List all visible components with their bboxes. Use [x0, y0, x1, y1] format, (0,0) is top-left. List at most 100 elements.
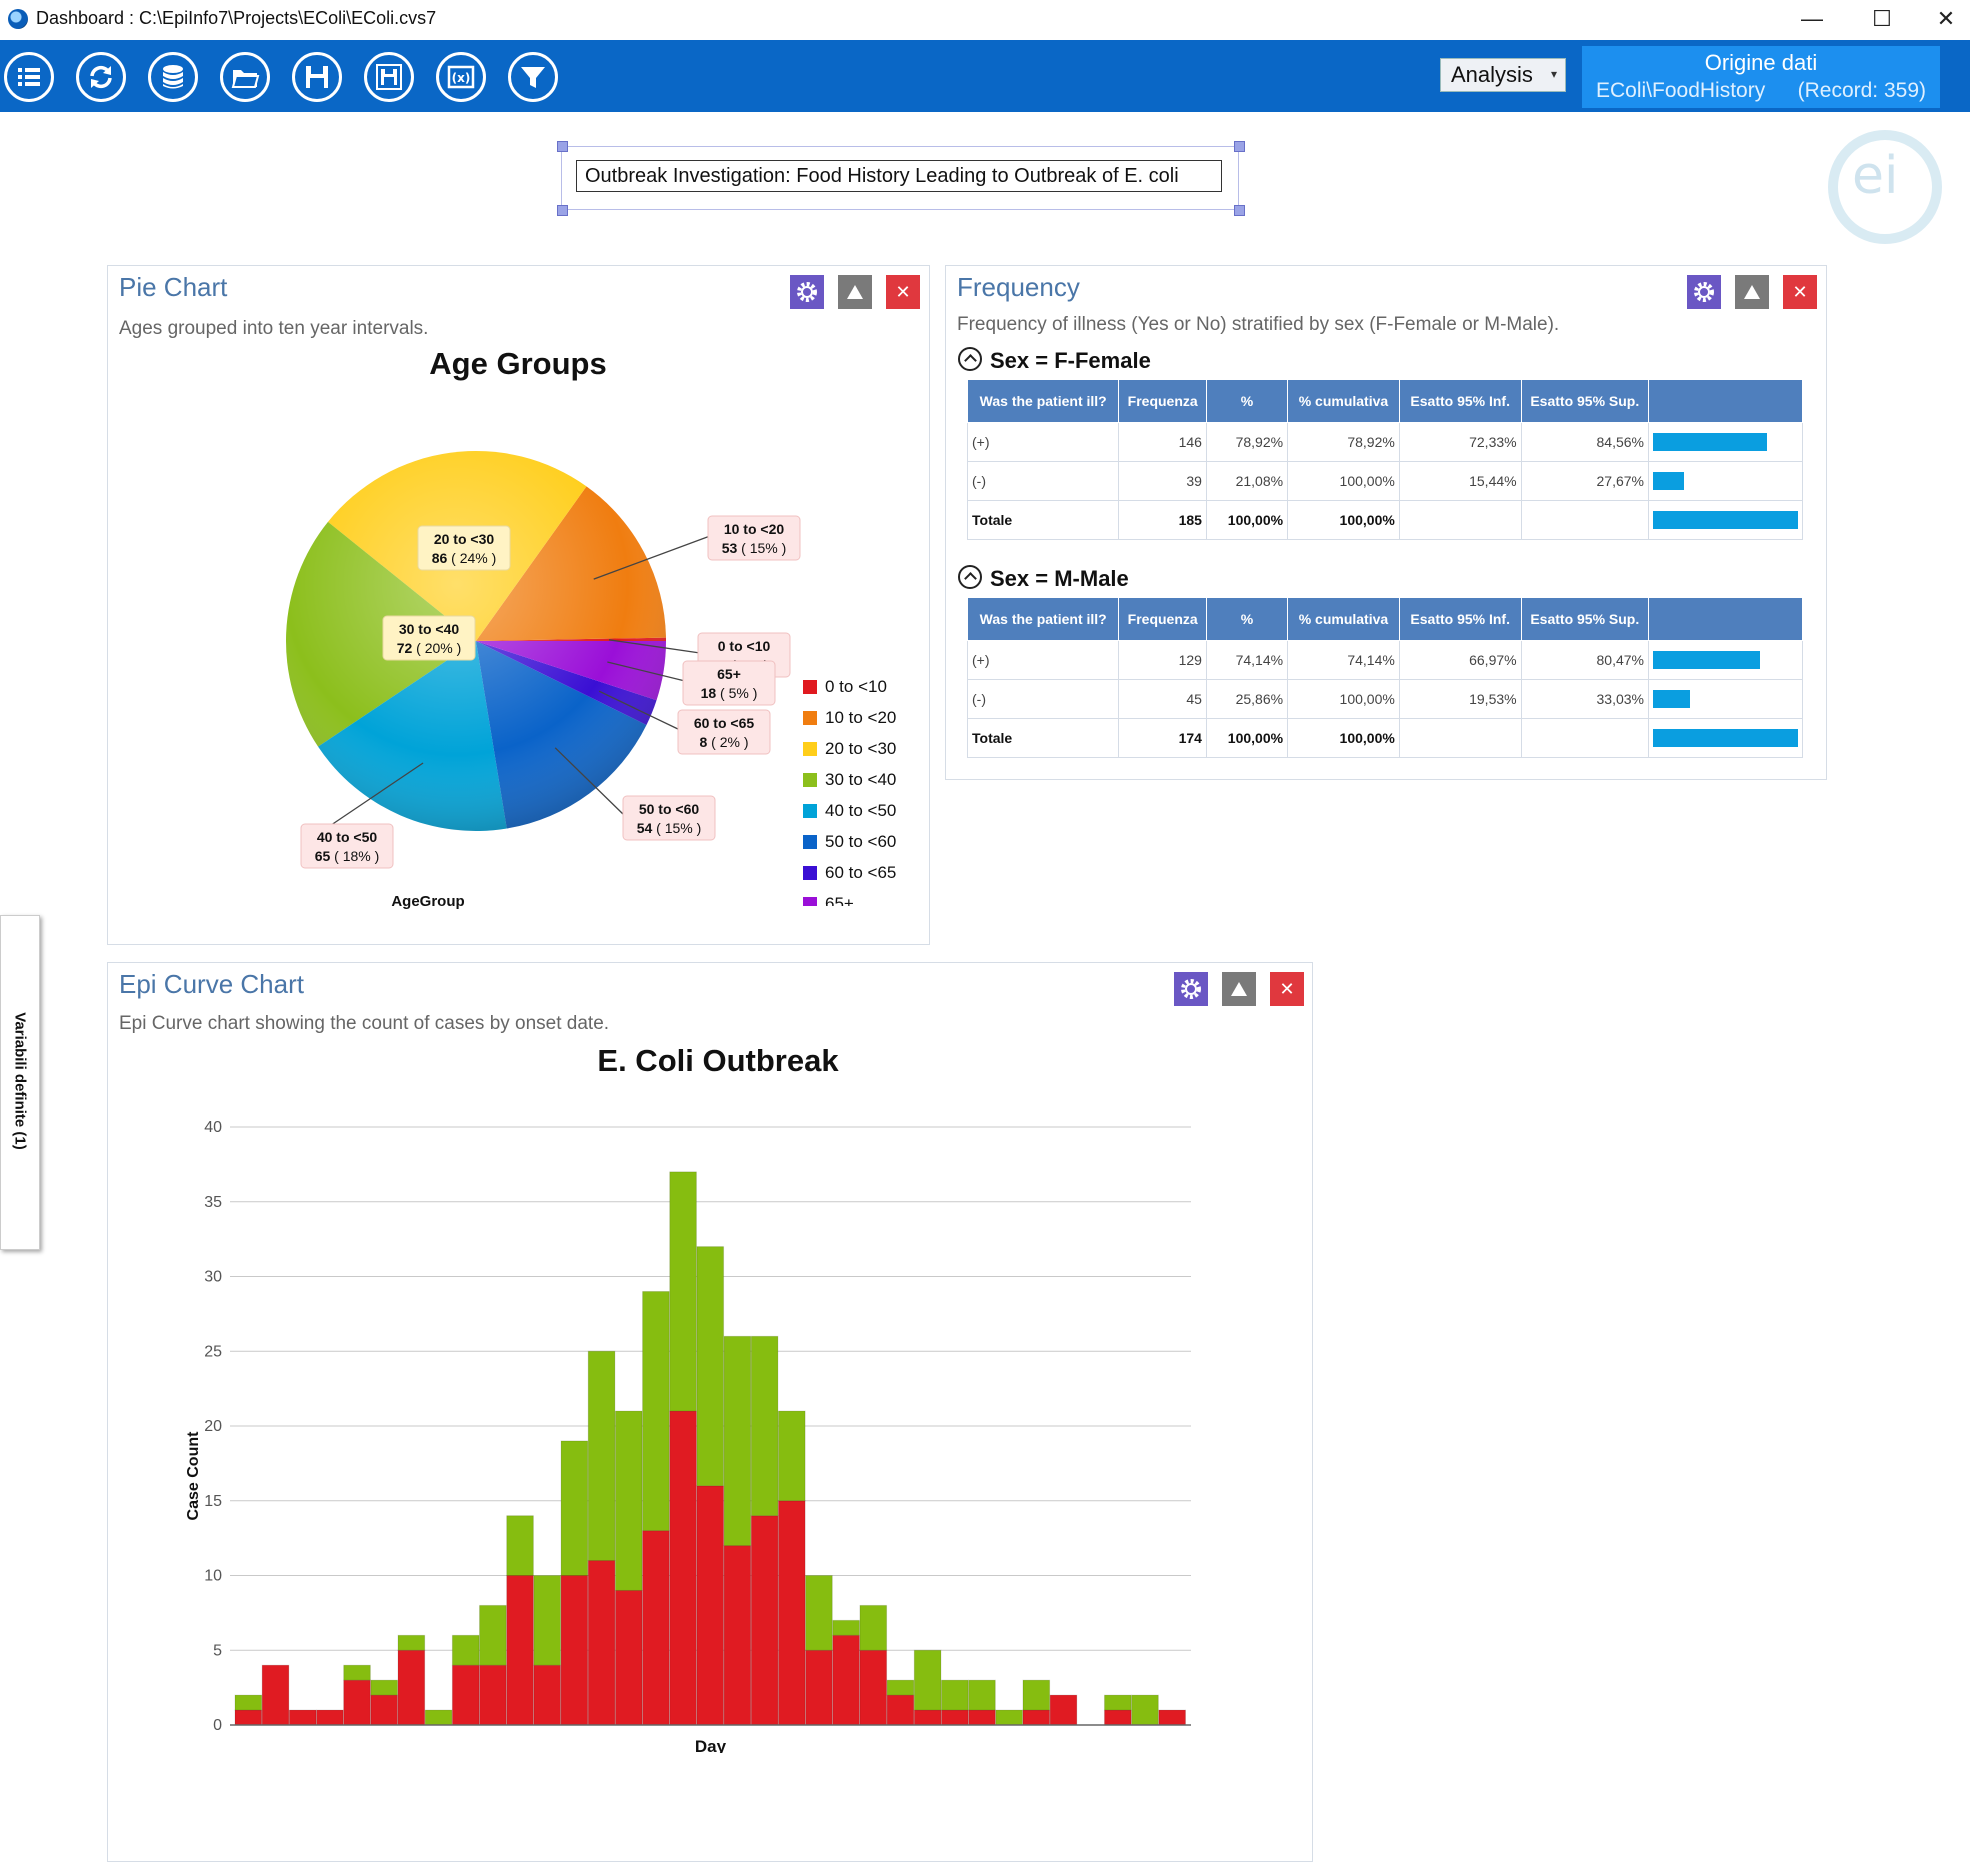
epi-bar [696, 1246, 725, 1487]
close-icon[interactable]: ✕ [886, 275, 920, 309]
maximize-button[interactable]: ☐ [1872, 6, 1892, 31]
epi-bar [343, 1664, 371, 1681]
collapse-icon[interactable] [1222, 972, 1256, 1006]
cell: 21,08% [1205, 461, 1289, 501]
filter-icon[interactable] [508, 52, 558, 102]
epi-bar [1022, 1709, 1051, 1726]
percent-bar [1652, 690, 1691, 708]
legend-label: 40 to <50 [825, 801, 896, 820]
pie-slice-label: 20 to <30 [434, 531, 495, 547]
legend-swatch [803, 742, 817, 756]
pie-label-box [677, 709, 771, 755]
gear-icon[interactable] [1687, 275, 1721, 309]
mode-select-value: Analysis [1451, 62, 1533, 87]
epi-bar [669, 1171, 697, 1412]
epi-bar [397, 1649, 426, 1726]
refresh-icon[interactable] [76, 52, 126, 102]
cell: 80,47% [1520, 640, 1649, 680]
epi-bar [1103, 1709, 1132, 1726]
dashboard-title-input[interactable]: Outbreak Investigation: Food History Lea… [576, 160, 1222, 192]
save-as-icon[interactable] [364, 52, 414, 102]
gear-icon[interactable] [790, 275, 824, 309]
column-header: Was the patient ill? [966, 597, 1120, 641]
legend-swatch [803, 835, 817, 849]
legend-label: 60 to <65 [825, 863, 896, 882]
minimize-button[interactable]: — [1801, 6, 1823, 31]
close-icon[interactable]: ✕ [1783, 275, 1817, 309]
resize-handle[interactable] [1234, 205, 1245, 216]
gadget-title: Epi Curve Chart [119, 969, 304, 999]
epi-bar [1158, 1709, 1187, 1726]
epi-bar [1022, 1679, 1051, 1711]
epi-bar [397, 1634, 426, 1651]
save-icon[interactable] [292, 52, 342, 102]
cell: 100,00% [1287, 461, 1400, 501]
legend-label: 50 to <60 [825, 832, 896, 851]
gadget-title: Frequency [957, 272, 1080, 302]
column-header: Esatto 95% Inf. [1398, 597, 1522, 641]
epi-bar [614, 1589, 643, 1726]
table-row: (+) 146 78,92% 78,92% 72,33% 84,56% [966, 422, 1804, 462]
cell: 33,03% [1520, 679, 1649, 719]
collapse-circle-icon[interactable] [958, 565, 982, 589]
cell: 27,67% [1520, 461, 1649, 501]
database-icon[interactable] [148, 52, 198, 102]
stratum-header[interactable]: Sex = F-Female [958, 347, 1151, 374]
cell: 84,56% [1520, 422, 1649, 462]
cell: 45 [1118, 679, 1207, 719]
epi-bar [560, 1575, 589, 1726]
epi-bar [479, 1604, 507, 1666]
list-icon[interactable] [4, 52, 54, 102]
defined-variables-tab[interactable]: Variabili definite (1) [0, 915, 40, 1250]
epi-bar [316, 1709, 344, 1726]
percent-bar [1652, 729, 1798, 747]
x-axis-label: Day [695, 1737, 727, 1753]
logo-text: ei [1852, 146, 1899, 206]
variables-icon[interactable]: (x) [436, 52, 486, 102]
stratum-header[interactable]: Sex = M-Male [958, 565, 1129, 592]
column-header: Esatto 95% Inf. [1398, 379, 1522, 423]
epi-bar [913, 1649, 942, 1711]
datasource-panel[interactable]: Origine dati EColi\FoodHistory (Record: … [1582, 46, 1940, 108]
cell: 66,97% [1398, 640, 1522, 680]
close-window-button[interactable]: ✕ [1936, 6, 1956, 31]
collapse-icon[interactable] [1735, 275, 1769, 309]
cell: 19,53% [1398, 679, 1522, 719]
pie-slice-label: 30 to <40 [399, 621, 460, 637]
cell: 100,00% [1287, 718, 1400, 758]
gear-icon[interactable] [1174, 972, 1208, 1006]
epi-bar [451, 1664, 480, 1726]
cell: (-) [966, 679, 1120, 719]
legend-swatch [803, 711, 817, 725]
epi-bar [913, 1709, 942, 1726]
datasource-records: (Record: 359) [1797, 79, 1926, 102]
folder-icon[interactable] [220, 52, 270, 102]
pie-label-connector [554, 747, 626, 817]
pie-slice-label: 50 to <60 [639, 801, 700, 817]
cell: 174 [1118, 718, 1207, 758]
table-row: (-) 39 21,08% 100,00% 15,44% 27,67% [966, 461, 1804, 501]
resize-handle[interactable] [557, 141, 568, 152]
percent-bar [1652, 511, 1798, 529]
defined-variables-label: Variabili definite (1) [11, 1012, 29, 1150]
epi-chart-title: E. Coli Outbreak [597, 1043, 839, 1078]
epi-bar [533, 1664, 562, 1726]
pie-label-connector [608, 639, 701, 654]
collapse-circle-icon[interactable] [958, 347, 982, 371]
collapse-icon[interactable] [838, 275, 872, 309]
close-icon[interactable]: ✕ [1270, 972, 1304, 1006]
epi-bar [750, 1335, 779, 1517]
epi-bar [805, 1649, 833, 1726]
pie-label-box [417, 525, 511, 571]
pie-chart-gadget: Pie Chart Ages grouped into ten year int… [107, 265, 930, 945]
column-header: % cumulativa [1287, 379, 1400, 423]
resize-handle[interactable] [557, 205, 568, 216]
cell: 78,92% [1205, 422, 1289, 462]
pie-shading [286, 451, 666, 831]
epi-bar [805, 1575, 833, 1651]
mode-select[interactable]: Analysis ▾ [1440, 58, 1566, 92]
epi-bar [968, 1679, 996, 1711]
column-header: Frequenza [1118, 379, 1207, 423]
resize-handle[interactable] [1234, 141, 1245, 152]
epi-bar [968, 1709, 996, 1726]
